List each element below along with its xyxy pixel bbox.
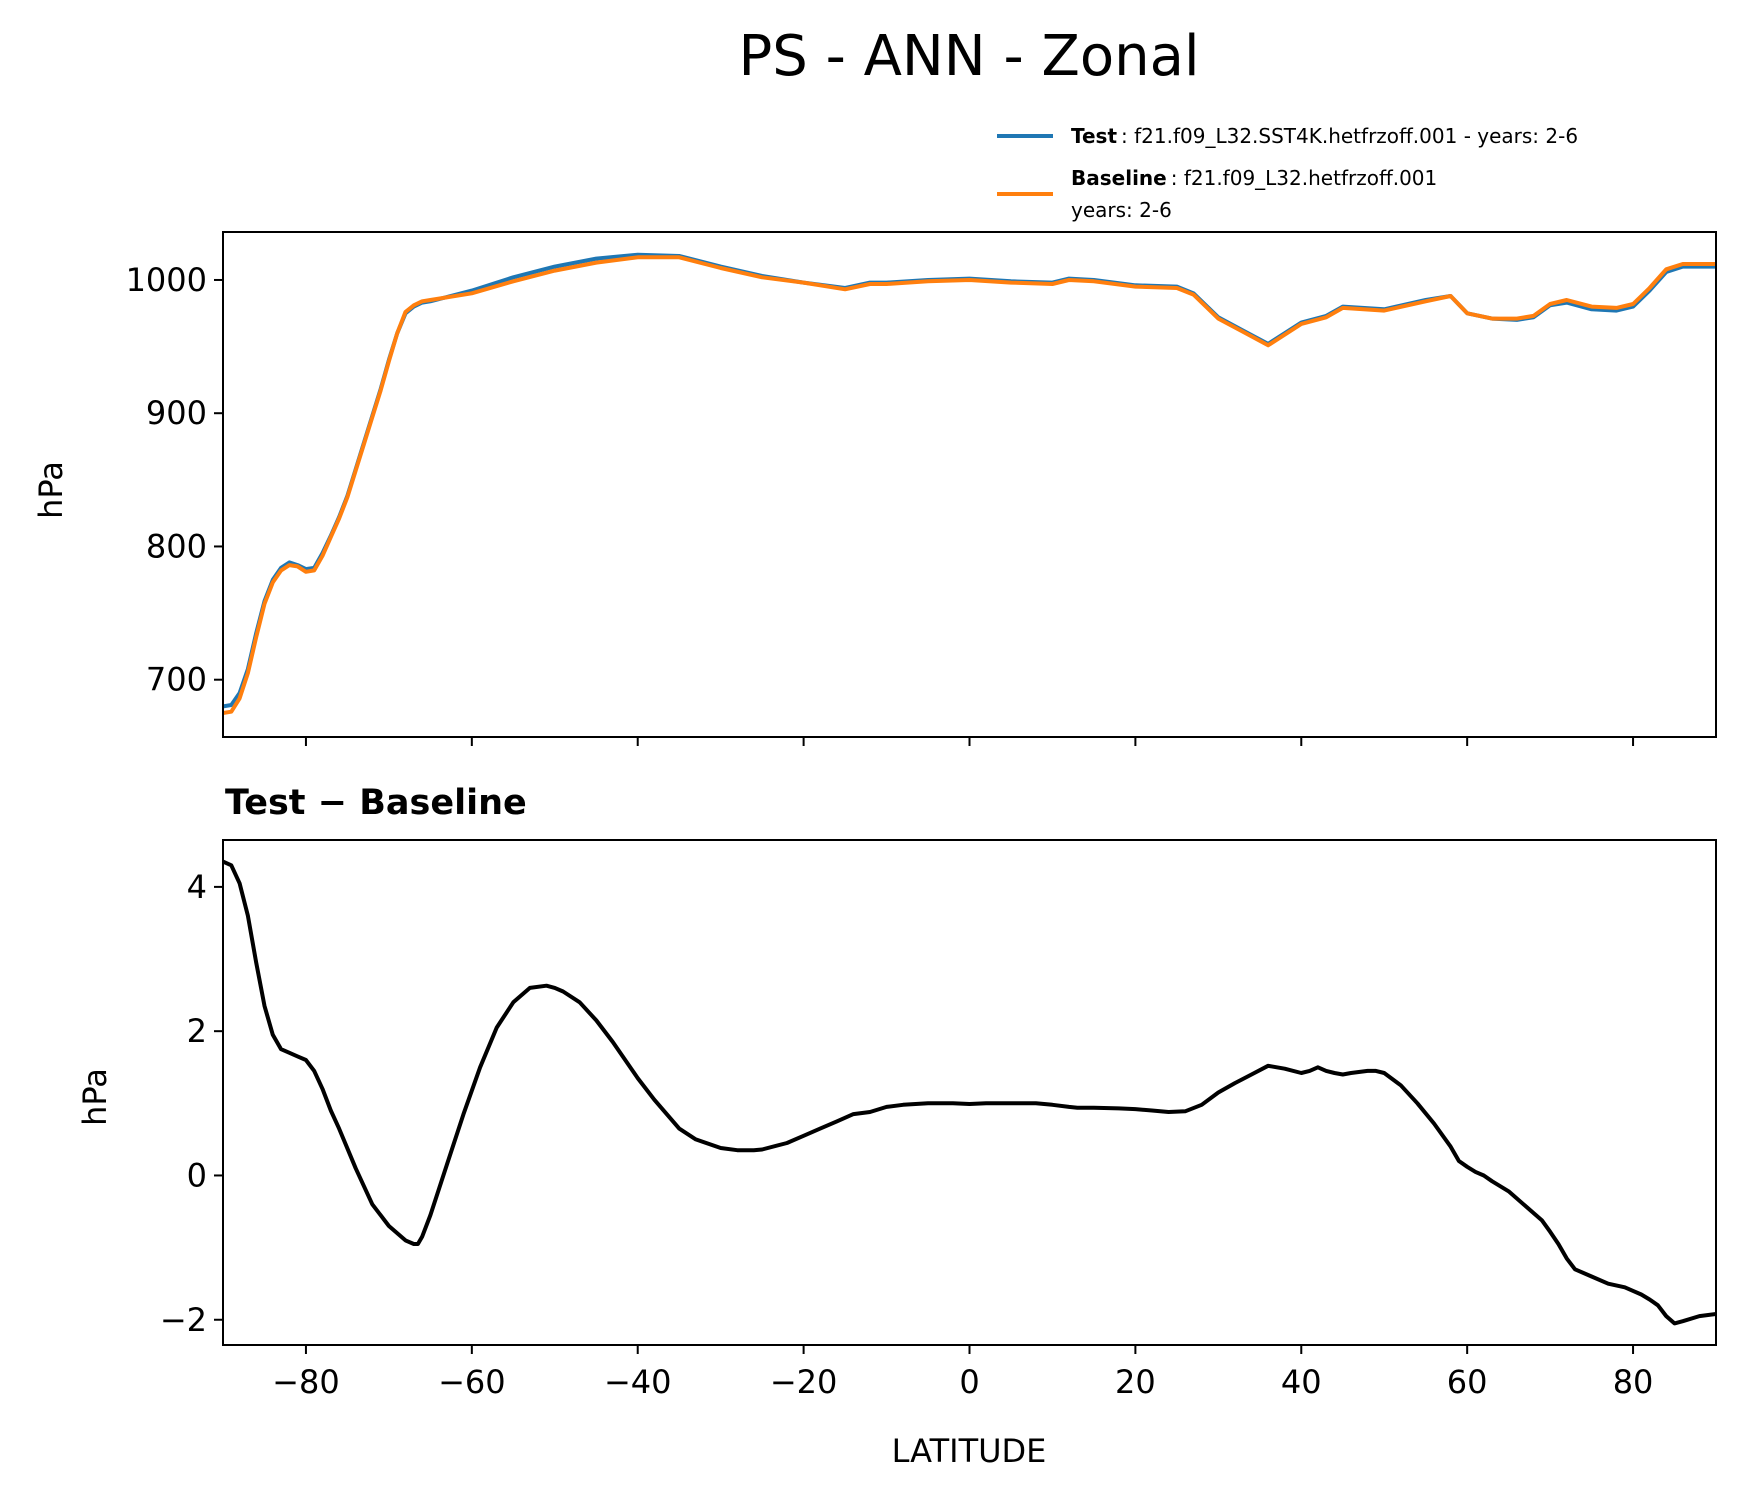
legend-test-label: Test: f21.f09_L32.SST4K.hetfrzoff.001 - … — [1071, 124, 1578, 148]
top-panel: 700 800 900 1000 hPa — [32, 231, 1717, 746]
bottom-x-ticks: −80 −60 −40 −20 0 20 40 60 80 — [272, 1345, 1653, 1401]
bottom-x-tick-label: 0 — [959, 1363, 979, 1401]
bottom-x-tick-label: −60 — [438, 1363, 506, 1401]
bottom-series-group — [223, 859, 1716, 1326]
bottom-x-tick-label: −80 — [272, 1363, 340, 1401]
bottom-y-tick-label: 0 — [187, 1156, 207, 1194]
top-y-tick-label: 700 — [146, 661, 207, 699]
legend-baseline-name: Baseline — [1071, 166, 1167, 190]
legend: Test: f21.f09_L32.SST4K.hetfrzoff.001 - … — [997, 124, 1578, 222]
top-y-axis-label: hPa — [32, 461, 70, 519]
top-y-ticks: 700 800 900 1000 — [126, 261, 223, 699]
bottom-x-tick-label: 80 — [1613, 1363, 1654, 1401]
x-axis-label: LATITUDE — [892, 1432, 1047, 1470]
bottom-y-tick-label: −2 — [160, 1301, 207, 1339]
legend-baseline-desc: : f21.f09_L32.hetfrzoff.001 — [1171, 166, 1438, 190]
bottom-x-tick-label: −20 — [770, 1363, 838, 1401]
top-series-line-baseline — [223, 255, 1716, 715]
bottom-y-tick-label: 4 — [187, 868, 207, 906]
legend-baseline-label: Baseline: f21.f09_L32.hetfrzoff.001 — [1071, 166, 1437, 190]
top-x-ticks — [304, 737, 1635, 746]
bottom-x-tick-label: 60 — [1447, 1363, 1488, 1401]
bottom-panel-title: Test − Baseline — [225, 783, 527, 823]
legend-test-desc: : f21.f09_L32.SST4K.hetfrzoff.001 - year… — [1121, 124, 1578, 148]
bottom-series-line-difference — [223, 859, 1716, 1326]
legend-baseline-desc2: years: 2-6 — [1071, 198, 1172, 222]
top-y-tick-label: 900 — [146, 394, 207, 432]
top-y-tick-label: 800 — [146, 527, 207, 565]
bottom-x-tick-label: 40 — [1281, 1363, 1322, 1401]
bottom-y-tick-label: 2 — [187, 1012, 207, 1050]
bottom-y-ticks: −2 0 2 4 — [160, 868, 223, 1339]
figure-title: PS - ANN - Zonal — [738, 24, 1199, 89]
bottom-x-tick-label: 20 — [1115, 1363, 1156, 1401]
bottom-y-axis-label: hPa — [76, 1068, 114, 1126]
bottom-x-tick-label: −40 — [604, 1363, 672, 1401]
top-y-tick-label: 1000 — [126, 261, 207, 299]
legend-test-name: Test — [1071, 124, 1117, 148]
top-series-group — [223, 252, 1716, 715]
